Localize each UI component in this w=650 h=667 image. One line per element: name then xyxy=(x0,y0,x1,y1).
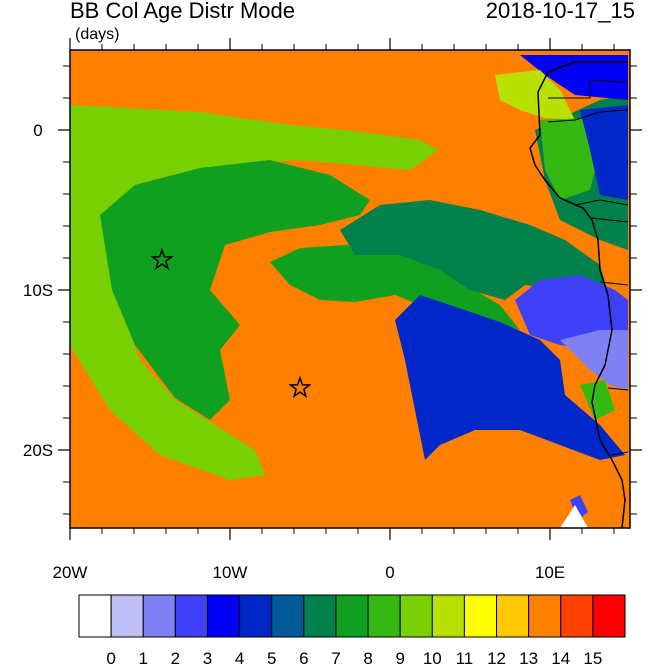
colorbar-swatch xyxy=(528,594,562,638)
colorbar-label: 6 xyxy=(299,649,308,667)
border-lines xyxy=(547,79,629,456)
age-region-4 xyxy=(395,295,625,460)
colorbar-label: 2 xyxy=(171,649,180,667)
colorbar-swatch xyxy=(335,594,369,638)
age-region-se-green xyxy=(580,380,615,420)
colorbar-swatch xyxy=(174,594,208,638)
age-region-10-11 xyxy=(70,105,438,480)
colorbar-label: 14 xyxy=(551,649,570,667)
coastline xyxy=(529,61,628,529)
colorbar-swatch xyxy=(303,594,337,638)
colorbar-swatch xyxy=(399,594,433,638)
colorbar-label: 3 xyxy=(203,649,212,667)
lon-label-10e: 10E xyxy=(535,563,565,582)
colorbar-label: 5 xyxy=(267,649,276,667)
colorbar-swatch xyxy=(271,594,305,638)
colorbar-label: 10 xyxy=(423,649,442,667)
colorbar-swatch xyxy=(560,594,594,638)
lat-label-20s: 20S xyxy=(23,441,53,460)
colorbar-label: 11 xyxy=(456,649,474,667)
colorbar-swatch xyxy=(592,594,626,638)
colorbar-label: 15 xyxy=(583,649,602,667)
map-timestamp: 2018-10-17_15 xyxy=(485,0,635,23)
colorbar-label: 1 xyxy=(139,649,148,667)
map-frame xyxy=(69,49,631,529)
star-marker-north xyxy=(150,247,174,271)
age-region-ne-blue xyxy=(520,55,628,100)
age-region-ne-midgreen xyxy=(540,118,600,200)
colorbar-swatch xyxy=(367,594,401,638)
units-label: (days) xyxy=(75,26,120,43)
colorbar-label: 7 xyxy=(331,649,340,667)
colorbar-swatch xyxy=(496,594,530,638)
colorbar-label: 13 xyxy=(519,649,538,667)
colorbar-swatch xyxy=(239,594,273,638)
colorbar-swatch xyxy=(431,594,465,638)
colorbar-label: 9 xyxy=(395,649,404,667)
colorbar-swatch xyxy=(206,594,241,638)
colorbar-labels: 0 1 2 3 4 5 6 7 8 9 10 11 12 13 14 15 xyxy=(106,649,602,667)
lon-label-0: 0 xyxy=(385,563,394,582)
colorbar-label: 4 xyxy=(235,649,244,667)
age-region-2 xyxy=(560,330,628,390)
age-region-ne-blue2 xyxy=(580,105,628,200)
lat-label-0: 0 xyxy=(33,121,42,140)
colorbar-label: 12 xyxy=(487,649,506,667)
age-region-7 xyxy=(340,200,610,300)
age-region-ne-yellowgreen xyxy=(495,70,575,120)
colorbar-label: 0 xyxy=(106,649,115,667)
lat-label-10s: 10S xyxy=(23,281,53,300)
lon-label-20w: 20W xyxy=(53,563,88,582)
age-region-south-white xyxy=(560,505,588,528)
colorbar xyxy=(78,594,626,638)
colorbar-label: 8 xyxy=(363,649,372,667)
star-marker-south xyxy=(288,375,312,399)
colorbar-swatch xyxy=(78,594,112,638)
lon-label-10w: 10W xyxy=(213,563,248,582)
minor-ticks xyxy=(63,44,637,534)
age-region-south-blue xyxy=(570,495,588,520)
colorbar-swatch xyxy=(463,594,498,638)
colorbar-swatch xyxy=(142,594,176,638)
map-title: BB Col Age Distr Mode xyxy=(70,0,295,23)
colorbar-swatch xyxy=(110,594,144,638)
age-region-8 xyxy=(100,160,370,420)
